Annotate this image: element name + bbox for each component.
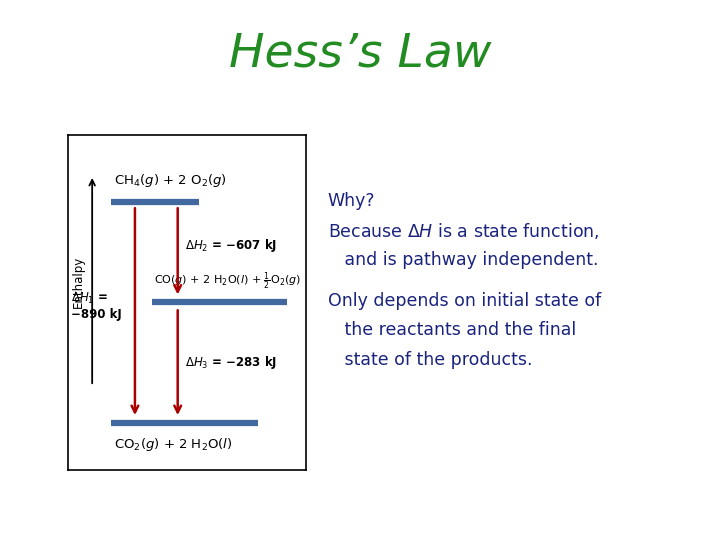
- Text: CO($\it{g}$) + 2 H$_2$O($\it{l}$) + $\frac{1}{2}$O$_2$($\it{g}$): CO($\it{g}$) + 2 H$_2$O($\it{l}$) + $\fr…: [154, 271, 301, 292]
- Text: Only depends on initial state of: Only depends on initial state of: [328, 292, 601, 309]
- Text: CH$_4$($\it{g}$) + 2 O$_2$($\it{g}$): CH$_4$($\it{g}$) + 2 O$_2$($\it{g}$): [114, 172, 226, 188]
- Text: state of the products.: state of the products.: [328, 351, 532, 369]
- Text: Enthalpy: Enthalpy: [71, 256, 84, 308]
- Text: Why?: Why?: [328, 192, 375, 210]
- Text: the reactants and the final: the reactants and the final: [328, 321, 576, 339]
- Text: and is pathway independent.: and is pathway independent.: [328, 251, 598, 269]
- Text: Hess’s Law: Hess’s Law: [229, 31, 491, 77]
- Text: Because $\Delta$$\it{H}$ is a state function,: Because $\Delta$$\it{H}$ is a state func…: [328, 221, 599, 241]
- Text: CO$_2$($\it{g}$) + 2 H$_2$O($\it{l}$): CO$_2$($\it{g}$) + 2 H$_2$O($\it{l}$): [114, 436, 232, 453]
- Text: $\Delta$$\it{H}$$_2$ = −607 kJ: $\Delta$$\it{H}$$_2$ = −607 kJ: [185, 237, 277, 254]
- Text: $\Delta$$\it{H}$$_3$ = −283 kJ: $\Delta$$\it{H}$$_3$ = −283 kJ: [185, 354, 277, 371]
- Text: $\Delta$$\it{H}$$_1$ =
−890 kJ: $\Delta$$\it{H}$$_1$ = −890 kJ: [71, 291, 122, 321]
